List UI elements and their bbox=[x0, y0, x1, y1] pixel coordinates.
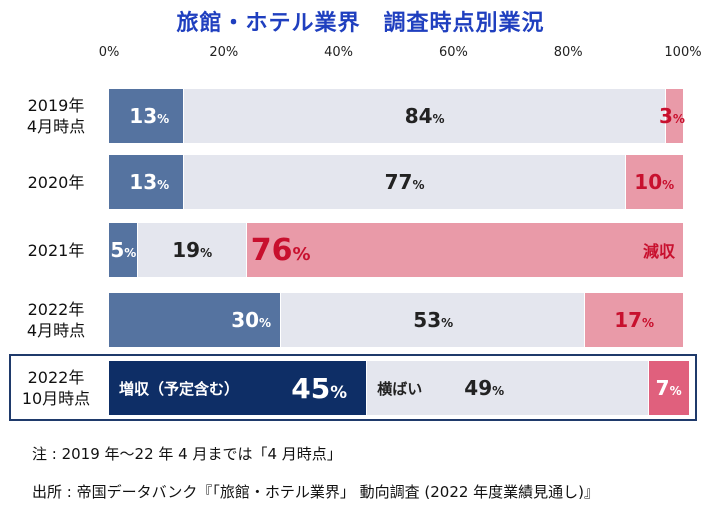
data-label-unit: % bbox=[412, 178, 425, 192]
data-label: 49% bbox=[464, 376, 504, 400]
x-tick-label: 0% bbox=[98, 45, 120, 60]
data-label: 13% bbox=[129, 104, 169, 128]
data-label-unit: % bbox=[292, 243, 311, 265]
data-label-value: 77 bbox=[384, 170, 413, 194]
x-tick-label: 40% bbox=[324, 45, 354, 60]
y-category-label: 2022年 10月時点 bbox=[8, 367, 104, 409]
data-label: 3% bbox=[659, 104, 685, 128]
y-category-label-line: 4月時点 bbox=[26, 117, 86, 136]
x-tick-label: 100% bbox=[664, 45, 702, 60]
data-label-unit: % bbox=[330, 381, 348, 402]
data-label-value: 49 bbox=[464, 376, 493, 400]
data-label-value: 45 bbox=[291, 371, 331, 405]
bar-segment-decrease bbox=[648, 361, 689, 415]
inline-legend-decrease: 減収 bbox=[643, 242, 676, 261]
y-category-label: 2020年 bbox=[8, 172, 104, 193]
bar-segment-flat bbox=[367, 361, 648, 415]
y-category-label-line: 2021年 bbox=[27, 240, 85, 260]
data-label: 17% bbox=[614, 308, 654, 332]
bar-segment-flat bbox=[281, 293, 585, 347]
data-label: 77% bbox=[385, 170, 425, 194]
bar-segment-flat bbox=[183, 89, 665, 143]
y-category-label-line: 2022年 bbox=[27, 368, 85, 387]
bar-segment-decrease bbox=[665, 89, 683, 143]
bar-segment-decrease bbox=[585, 293, 683, 347]
data-label-value: 5 bbox=[110, 238, 125, 262]
data-label-unit: % bbox=[672, 112, 685, 126]
data-label: 5% bbox=[110, 238, 136, 262]
bar-segment-flat bbox=[183, 155, 625, 209]
data-label: 76% bbox=[251, 233, 311, 268]
data-label: 19% bbox=[172, 238, 212, 262]
note-text: 注 : 2019 年〜22 年 4 月までは「4 月時点」 bbox=[32, 445, 342, 463]
x-tick-label: 60% bbox=[438, 45, 468, 60]
data-label-value: 30 bbox=[231, 308, 260, 332]
bar-segment-increase bbox=[109, 89, 183, 143]
data-label: 45% bbox=[291, 372, 347, 405]
data-label-value: 10 bbox=[634, 170, 663, 194]
y-category-label: 2022年 4月時点 bbox=[8, 299, 104, 341]
bar-segment-increase bbox=[109, 361, 367, 415]
data-label: 13% bbox=[129, 170, 169, 194]
data-label-value: 19 bbox=[172, 238, 201, 262]
data-label-value: 17 bbox=[614, 308, 643, 332]
y-category-label-line: 2020年 bbox=[27, 172, 85, 192]
data-label: 7% bbox=[656, 376, 682, 400]
bar-segment-decrease bbox=[625, 155, 683, 209]
x-tick-label: 20% bbox=[209, 45, 239, 60]
y-category-label-line: 4月時点 bbox=[26, 321, 86, 340]
data-label-value: 84 bbox=[404, 104, 433, 128]
data-label-value: 3 bbox=[659, 104, 673, 128]
data-label-value: 76 bbox=[250, 232, 293, 268]
data-label-value: 13 bbox=[129, 104, 158, 128]
data-label-unit: % bbox=[432, 112, 445, 126]
data-label-unit: % bbox=[642, 316, 655, 330]
data-label-unit: % bbox=[157, 178, 170, 192]
data-label-unit: % bbox=[441, 316, 454, 330]
bar-segment-increase bbox=[109, 155, 183, 209]
data-label: 30% bbox=[231, 308, 271, 332]
data-label-unit: % bbox=[259, 316, 272, 330]
chart-title: 旅館・ホテル業界 調査時点別業況 bbox=[176, 11, 545, 36]
y-category-label-line: 10月時点 bbox=[21, 389, 91, 408]
data-label-unit: % bbox=[124, 246, 137, 260]
inline-legend-flat: 横ばい bbox=[377, 379, 423, 398]
x-tick-label: 80% bbox=[553, 45, 583, 60]
bar-segment-increase bbox=[109, 293, 281, 347]
y-category-label: 2019年 4月時点 bbox=[8, 95, 104, 137]
bar-segment-flat bbox=[137, 223, 246, 277]
inline-legend-increase: 増収（予定含む） bbox=[119, 379, 240, 398]
data-label: 84% bbox=[405, 104, 445, 128]
data-label-unit: % bbox=[157, 112, 170, 126]
source-text: 出所 : 帝国データバンク『「旅館・ホテル業界」 動向調査 (2022 年度業績… bbox=[32, 483, 600, 501]
data-label-unit: % bbox=[662, 178, 675, 192]
bar-segment-increase bbox=[109, 223, 137, 277]
y-category-label: 2021年 bbox=[8, 240, 104, 261]
data-label-value: 7 bbox=[655, 376, 670, 400]
data-label-unit: % bbox=[669, 384, 682, 398]
y-category-label-line: 2022年 bbox=[27, 300, 85, 319]
bar-segment-decrease bbox=[246, 223, 683, 277]
data-label-value: 53 bbox=[413, 308, 442, 332]
data-label-unit: % bbox=[492, 384, 505, 398]
data-label-unit: % bbox=[200, 246, 213, 260]
data-label-value: 13 bbox=[129, 170, 158, 194]
data-label: 53% bbox=[413, 308, 453, 332]
data-label: 10% bbox=[634, 170, 674, 194]
y-category-label-line: 2019年 bbox=[27, 96, 85, 115]
highlight-box bbox=[9, 354, 697, 421]
